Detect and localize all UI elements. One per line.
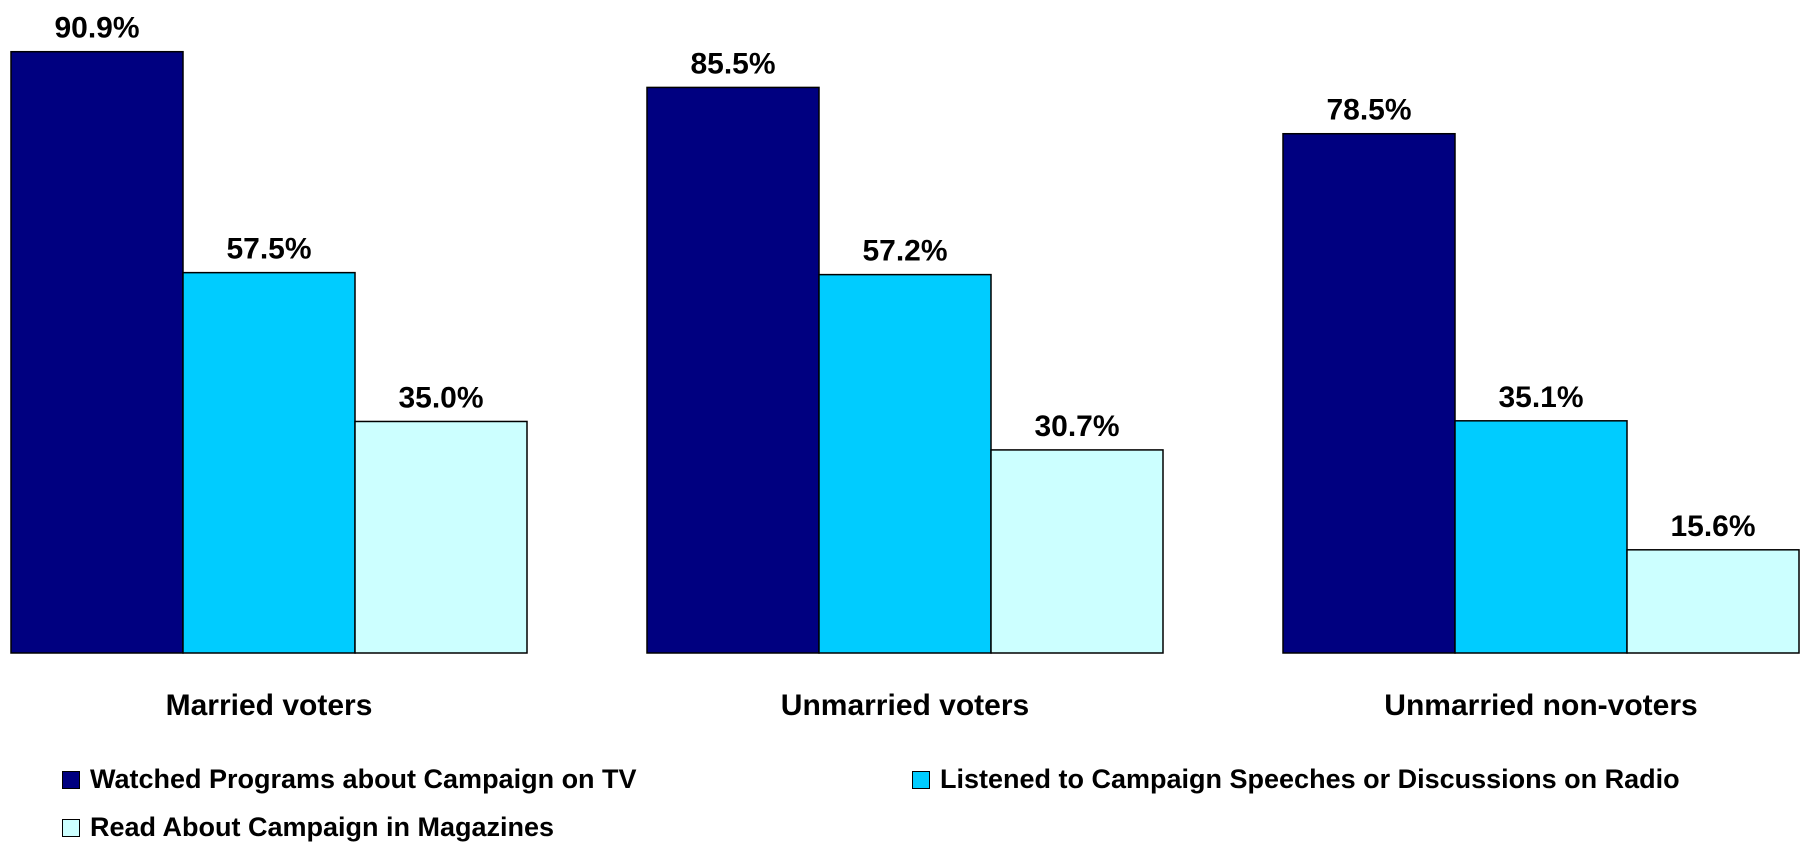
category-label-unmarried-voters: Unmarried voters (781, 689, 1029, 722)
data-label-unmarried-voters-tv: 85.5% (690, 47, 775, 80)
data-label-unmarried-voters-radio: 57.2% (862, 235, 947, 268)
legend-label-radio: Listened to Campaign Speeches or Discuss… (940, 764, 1680, 794)
bar-unmarried-voters-radio (818, 273, 992, 654)
bars-group (10, 50, 1800, 654)
bar-married-voters-magazines (354, 420, 528, 654)
category-label-married-voters: Married voters (166, 689, 373, 722)
data-label-unmarried-non-voters-tv: 78.5% (1326, 94, 1411, 127)
value-labels-group: 90.9% 57.5% 35.0% 85.5% 57.2% 30.7% 78.5% 35.1%… (54, 12, 1755, 543)
bar-unmarried-non-voters-radio (1454, 420, 1628, 654)
category-label-unmarried-non-voters: Unmarried non-voters (1384, 689, 1697, 722)
legend-item-magazines: Read About Campaign in Magazines (62, 812, 554, 843)
legend-swatch-radio (912, 770, 930, 789)
legend-swatch-tv (62, 770, 80, 789)
data-label-unmarried-non-voters-magazines: 15.6% (1670, 510, 1755, 543)
bar-unmarried-non-voters-tv (1282, 132, 1456, 654)
legend-label-tv: Watched Programs about Campaign on TV (90, 764, 637, 794)
legend-swatch-magazines (62, 818, 80, 837)
data-label-unmarried-voters-magazines: 30.7% (1034, 410, 1119, 443)
bar-unmarried-non-voters-magazines (1626, 549, 1800, 654)
bar-married-voters-tv (10, 50, 184, 654)
data-label-married-voters-radio: 57.5% (226, 233, 311, 266)
data-label-unmarried-non-voters-radio: 35.1% (1498, 381, 1583, 414)
bar-unmarried-voters-magazines (990, 449, 1164, 654)
data-label-married-voters-magazines: 35.0% (398, 381, 483, 414)
legend-item-tv: Watched Programs about Campaign on TV (62, 764, 637, 795)
bar-unmarried-voters-tv (646, 86, 820, 654)
data-label-married-voters-tv: 90.9% (54, 12, 139, 45)
bar-married-voters-radio (182, 271, 356, 654)
category-labels-group: Married voters Unmarried voters Unmarried … (166, 689, 1698, 722)
legend-item-radio: Listened to Campaign Speeches or Discuss… (912, 764, 1680, 795)
legend-label-magazines: Read About Campaign in Magazines (90, 812, 555, 842)
